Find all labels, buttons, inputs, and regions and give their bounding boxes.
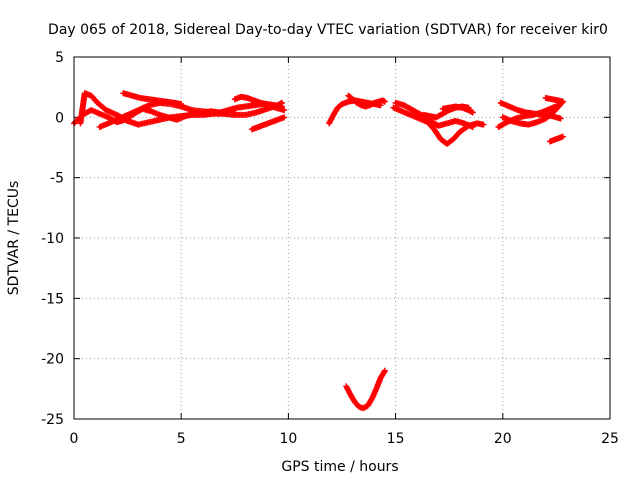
data-point bbox=[281, 114, 288, 121]
series-arc7 bbox=[248, 114, 288, 133]
x-axis-label: GPS time / hours bbox=[281, 459, 398, 475]
series-arc2 bbox=[77, 90, 238, 128]
series-arc14 bbox=[439, 103, 476, 116]
y-tick-label: -25 bbox=[41, 412, 64, 428]
x-tick-label: 0 bbox=[70, 431, 79, 447]
y-tick-label: -5 bbox=[50, 171, 64, 187]
x-tick-label: 15 bbox=[387, 431, 405, 447]
y-tick-label: 0 bbox=[55, 110, 64, 126]
series-arc19 bbox=[546, 133, 566, 145]
data-point bbox=[557, 115, 564, 122]
y-axis-label: SDTVAR / TECUs bbox=[6, 181, 22, 296]
series-arc10 bbox=[343, 367, 388, 412]
y-tick-label: -20 bbox=[41, 352, 64, 368]
series-arc9 bbox=[345, 92, 388, 110]
data-point bbox=[381, 98, 388, 105]
y-tick-label: -10 bbox=[41, 231, 64, 247]
data-point bbox=[381, 367, 388, 374]
data-point bbox=[480, 121, 487, 128]
x-tick-label: 25 bbox=[601, 431, 619, 447]
y-tick-label: 5 bbox=[55, 50, 64, 66]
series-arc4 bbox=[120, 90, 185, 108]
plot-frame bbox=[73, 56, 611, 420]
chart-title: Day 065 of 2018, Sidereal Day-to-day VTE… bbox=[48, 22, 608, 38]
data-point bbox=[559, 98, 566, 105]
data-point bbox=[278, 103, 285, 110]
axis-ticks: 0 5 10 15 20 25 5 0 -5 -10 -15 -20 -25 bbox=[41, 50, 619, 447]
data-point bbox=[281, 107, 288, 114]
x-tick-label: 5 bbox=[177, 431, 186, 447]
data-point bbox=[469, 123, 476, 130]
data-points bbox=[71, 90, 566, 412]
series-arc12 bbox=[392, 99, 476, 130]
series-arc6 bbox=[231, 93, 285, 110]
data-point bbox=[559, 133, 566, 140]
series-arc18 bbox=[542, 95, 566, 105]
data-point bbox=[178, 101, 185, 108]
x-tick-label: 10 bbox=[279, 431, 297, 447]
data-point bbox=[469, 109, 476, 116]
x-tick-label: 20 bbox=[494, 431, 512, 447]
y-tick-label: -15 bbox=[41, 291, 64, 307]
series-arc17 bbox=[499, 98, 566, 128]
